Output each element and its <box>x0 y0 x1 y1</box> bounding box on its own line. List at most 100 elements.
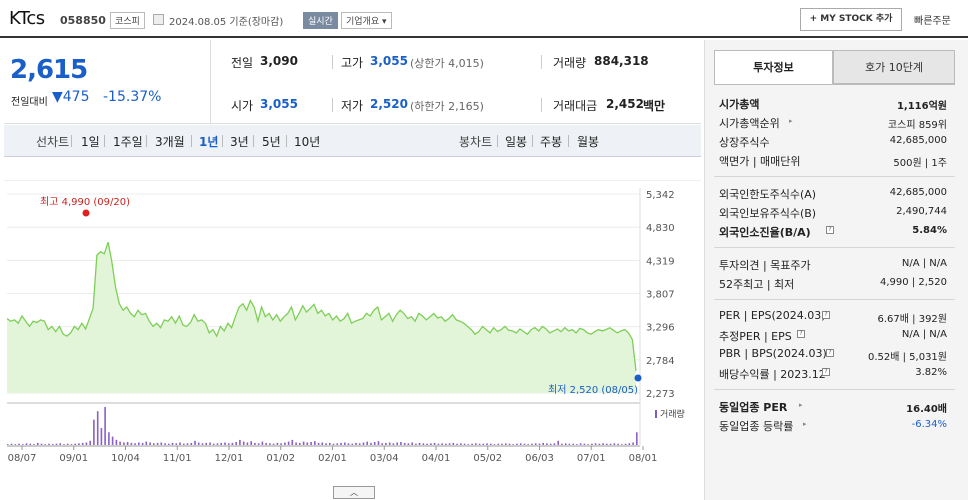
low-label: 저가 <box>341 99 364 113</box>
volume-bar <box>310 442 312 445</box>
volume-bar <box>153 443 155 445</box>
quick-order-button[interactable]: 빠른주문 <box>914 16 951 27</box>
volume-bar <box>624 443 627 445</box>
volume-bar <box>138 442 140 445</box>
divider <box>497 135 498 147</box>
period-1w[interactable]: 1주일 <box>113 135 143 149</box>
volume-bar <box>392 443 395 445</box>
x-tick-label: 06/03 <box>525 453 554 464</box>
volume-bar <box>538 443 541 445</box>
volume-bar <box>486 443 488 445</box>
volume-bar <box>130 442 133 445</box>
divider <box>191 135 192 147</box>
y-tick-label: 3,807 <box>646 290 675 301</box>
divider <box>714 299 955 300</box>
chevron-right-icon: ▸ <box>803 420 807 428</box>
market-cap-rank-value: 코스피 859위 <box>887 120 947 131</box>
volume-bar <box>254 442 256 445</box>
52w-range-label: 52주최고 | 최저 <box>719 278 795 291</box>
volume-bar <box>576 444 578 445</box>
volume-bar <box>467 444 470 445</box>
chart-collapse-button[interactable]: ︿ <box>333 486 375 499</box>
help-icon[interactable]: ? <box>797 330 805 338</box>
period-1d[interactable]: 1일 <box>81 135 100 149</box>
volume-bar <box>568 443 571 445</box>
volume-bar <box>381 443 383 445</box>
stock-title: KTcs <box>9 8 45 29</box>
period-5y[interactable]: 5년 <box>262 135 281 149</box>
volume-bar <box>564 443 567 445</box>
volume-bar <box>437 443 440 445</box>
tab-invest-info[interactable]: 투자정보 <box>714 50 833 84</box>
realtime-button[interactable]: 실시간 <box>303 12 338 29</box>
volume-bar <box>242 441 245 445</box>
foreign-limit-label: 외국인한도주식수(A) <box>719 188 817 201</box>
volume-bar <box>306 442 309 445</box>
dividend-yield-label: 배당수익률 | 2023.12 <box>719 368 826 381</box>
volume-bar <box>216 443 219 445</box>
amount-value: 2,452 <box>606 97 644 111</box>
lower-limit: (하한가 2,165) <box>410 100 484 113</box>
divider <box>104 135 105 147</box>
amount-unit: 백만 <box>643 99 666 113</box>
volume-bar <box>430 443 432 445</box>
period-3m[interactable]: 3개월 <box>155 135 185 149</box>
help-icon[interactable]: ? <box>822 368 830 376</box>
volume-bar <box>557 440 559 445</box>
pbr-bps-value: 0.52배 | 5,031원 <box>867 352 947 363</box>
industry-change-label: 동일업종 등락률 <box>719 420 794 433</box>
candle-monthly[interactable]: 월봉 <box>577 135 600 149</box>
company-profile-dropdown[interactable]: 기업개요 ▾ <box>341 12 392 29</box>
volume-bar <box>344 442 346 445</box>
open-value: 3,055 <box>260 97 298 111</box>
volume-bar <box>44 444 46 445</box>
volume-bar <box>235 442 237 445</box>
tab-hoga-10[interactable]: 호가 10단계 <box>833 50 955 84</box>
add-mystock-button[interactable]: + MY STOCK 추가 <box>800 8 902 31</box>
dividend-yield-value: 3.82% <box>915 367 947 378</box>
candle-daily[interactable]: 일봉 <box>505 135 528 149</box>
volume-bar <box>250 441 252 445</box>
help-icon[interactable]: ? <box>822 311 830 319</box>
price-chart[interactable]: 5,342 4,830 4,319 3,807 3,296 2,784 2,273 08/0… <box>4 180 701 485</box>
volume-bar <box>579 443 582 445</box>
divider <box>253 135 254 147</box>
price-line <box>6 241 637 371</box>
volume-bar <box>388 442 391 445</box>
volume-bar <box>89 440 91 445</box>
divider <box>568 135 569 147</box>
y-tick-label: 5,342 <box>646 190 675 201</box>
y-tick-label: 4,319 <box>646 256 675 267</box>
volume-bar <box>10 443 13 445</box>
period-3y[interactable]: 3년 <box>230 135 249 149</box>
help-icon[interactable]: ? <box>826 349 834 357</box>
volume-bar <box>516 443 518 445</box>
volume-bar <box>347 443 350 445</box>
opinion-value: N/A | N/A <box>901 258 947 269</box>
foreign-hold-label: 외국인보유주식수(B) <box>719 207 817 220</box>
industry-per-value: 16.40배 <box>906 404 947 415</box>
industry-per-label: 동일업종 PER <box>719 401 788 414</box>
divider <box>332 55 333 69</box>
x-tick-label: 05/02 <box>473 453 502 464</box>
candle-chart-label: 봉차트 <box>459 135 493 149</box>
volume-bar <box>194 440 196 445</box>
volume-bar <box>108 432 110 445</box>
period-10y[interactable]: 10년 <box>294 135 321 149</box>
foreign-hold-value: 2,490,744 <box>896 206 947 217</box>
foreign-limit-value: 42,685,000 <box>889 187 947 198</box>
help-icon[interactable]: ? <box>826 226 834 234</box>
divider <box>71 135 72 147</box>
volume-bar <box>276 442 279 445</box>
period-1y-selected[interactable]: 1년 <box>199 135 219 149</box>
y-tick-label: 2,784 <box>646 356 675 367</box>
volume-bar <box>471 443 473 445</box>
candle-weekly[interactable]: 주봉 <box>540 135 563 149</box>
high-label: 고가 <box>341 56 364 70</box>
volume-bar <box>448 443 451 445</box>
volume-bar <box>126 442 129 445</box>
volume-bar <box>74 443 76 445</box>
volume-bar <box>497 443 500 445</box>
volume-bar <box>269 443 271 445</box>
volume-bar <box>478 443 481 445</box>
